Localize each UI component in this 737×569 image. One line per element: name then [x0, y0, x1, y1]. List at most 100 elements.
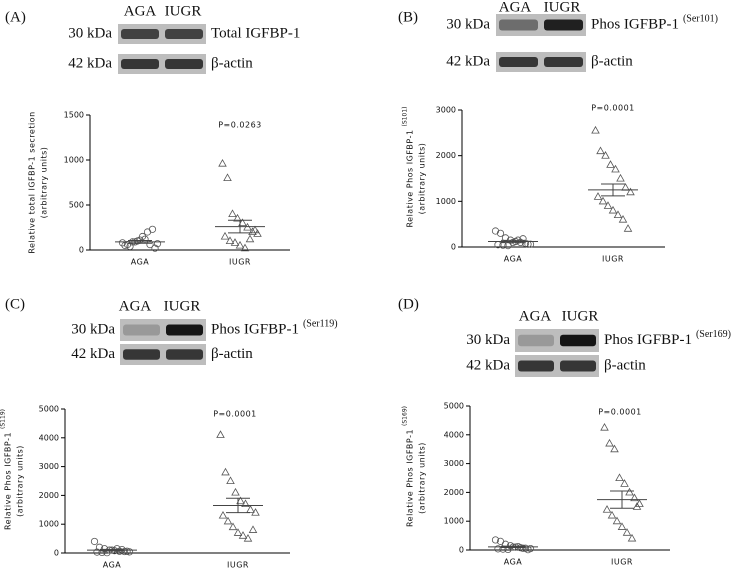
p-value: P=0.0001 — [213, 410, 257, 419]
data-point — [617, 522, 627, 530]
lane-label: AGA — [499, 0, 532, 15]
data-point — [230, 238, 240, 246]
data-point — [221, 467, 230, 476]
y-axis-label: Relative Phos IGFBP-1 (arbitrary units) (S… — [402, 107, 427, 228]
band-label: Total IGFBP-1 — [211, 25, 300, 41]
y-tick-label: 3000 — [39, 462, 59, 471]
y-label-line: Relative total IGFBP-1 secretion — [28, 111, 37, 253]
y-label-sup: (S119) — [0, 409, 7, 429]
data-point — [216, 430, 225, 438]
panel: (A) AGA IUGR 30 kDa Total IGFBP-1 42 kDa β-act… — [5, 3, 300, 266]
data-point — [246, 505, 255, 513]
y-tick-label: 3000 — [436, 106, 456, 115]
data-point — [248, 525, 258, 533]
y-label-sup: (S169) — [402, 406, 409, 426]
data-point — [90, 537, 99, 546]
band-size: 42 kDa — [466, 357, 510, 373]
y-axis-label: Relative Phos IGFBP-1 (arbitrary units) (S… — [0, 409, 25, 530]
band-label: β-actin — [591, 53, 633, 69]
y-label-line: (arbitrary units) — [418, 143, 427, 215]
y-tick-label: 0 — [451, 243, 456, 252]
blot-band — [121, 59, 159, 69]
y-axis-label: Relative total IGFBP-1 secretion (arbitra… — [28, 111, 49, 253]
data-point — [250, 225, 260, 234]
y-tick-label: 1500 — [64, 111, 84, 120]
band-size: 42 kDa — [68, 55, 112, 71]
y-tick-label: 2000 — [436, 151, 456, 160]
x-tick-label: IUGR — [611, 558, 633, 567]
y-tick-label: 2000 — [39, 491, 59, 500]
x-tick-label: IUGR — [227, 561, 249, 569]
y-tick-label: 5000 — [444, 402, 464, 411]
blot-band — [499, 57, 538, 67]
data-point — [138, 232, 147, 241]
band-label: β-actin — [211, 346, 253, 362]
y-tick-label: 0 — [54, 549, 59, 558]
lane-label: IUGR — [544, 0, 581, 15]
blot-band — [544, 57, 583, 67]
panel: (C) AGA IUGR 30 kDa Phos IGFBP-1 (Ser119) 42 k… — [0, 296, 338, 569]
x-tick-label: AGA — [131, 258, 150, 267]
lane-label: IUGR — [164, 298, 201, 314]
data-point — [233, 213, 242, 222]
x-tick-label: IUGR — [602, 255, 624, 264]
lane-label: AGA — [124, 3, 157, 19]
band-size: 30 kDa — [466, 332, 510, 348]
y-tick-label: 4000 — [444, 430, 464, 439]
blot-band — [123, 324, 160, 336]
data-point — [601, 151, 610, 159]
data-point — [600, 422, 609, 431]
data-point — [143, 228, 152, 236]
data-point — [602, 505, 612, 513]
data-point — [228, 522, 238, 531]
data-point — [605, 438, 614, 447]
y-tick-label: 2000 — [444, 488, 464, 497]
blot-band — [165, 29, 203, 39]
data-point — [240, 243, 250, 252]
data-point — [603, 201, 613, 209]
x-tick-label: IUGR — [229, 258, 251, 267]
data-point — [251, 508, 260, 516]
panel-label: (A) — [5, 9, 26, 25]
data-point — [151, 244, 159, 252]
y-label-line: Relative Phos IGFBP-1 — [4, 432, 13, 530]
data-point — [616, 173, 625, 182]
data-point — [153, 240, 162, 248]
y-tick-label: 1000 — [39, 520, 59, 529]
panel: (D) AGA IUGR 30 kDa Phos IGFBP-1 (Ser169) 42 k… — [398, 296, 731, 566]
band-label: Phos IGFBP-1 — [591, 16, 679, 32]
y-label-line: Relative Phos IGFBP-1 — [406, 429, 415, 527]
data-point — [223, 173, 232, 181]
y-tick-label: 4000 — [39, 433, 59, 442]
y-tick-label: 3000 — [444, 459, 464, 468]
band-label-sup: (Ser169) — [696, 329, 731, 340]
data-point — [100, 545, 109, 553]
data-point — [93, 548, 101, 556]
data-point — [519, 544, 527, 552]
data-point — [606, 160, 615, 168]
data-point — [228, 209, 237, 217]
band-size: 42 kDa — [71, 346, 115, 362]
data-point — [494, 545, 502, 553]
panel-label: (C) — [5, 296, 25, 312]
data-point — [118, 239, 127, 247]
panel-label: (B) — [398, 9, 418, 25]
data-point — [627, 533, 637, 542]
data-point — [626, 187, 635, 196]
x-tick-label: AGA — [504, 255, 523, 264]
band-size: 42 kDa — [446, 53, 490, 69]
band-label-sup: (Ser119) — [303, 318, 338, 329]
data-point — [596, 146, 605, 155]
data-point — [243, 533, 253, 542]
data-point — [238, 531, 248, 539]
data-point — [236, 496, 245, 505]
y-tick-label: 1000 — [436, 197, 456, 206]
y-label-line: (arbitrary units) — [16, 445, 25, 517]
band-label: β-actin — [211, 55, 253, 71]
y-axis-label: Relative Phos IGFBP-1 (arbitrary units) (S… — [402, 406, 427, 527]
p-value: P=0.0263 — [218, 121, 262, 130]
data-point — [618, 214, 628, 223]
y-label-sup: (S101) — [402, 107, 409, 127]
data-point — [225, 236, 235, 244]
lane-label: IUGR — [165, 3, 202, 19]
